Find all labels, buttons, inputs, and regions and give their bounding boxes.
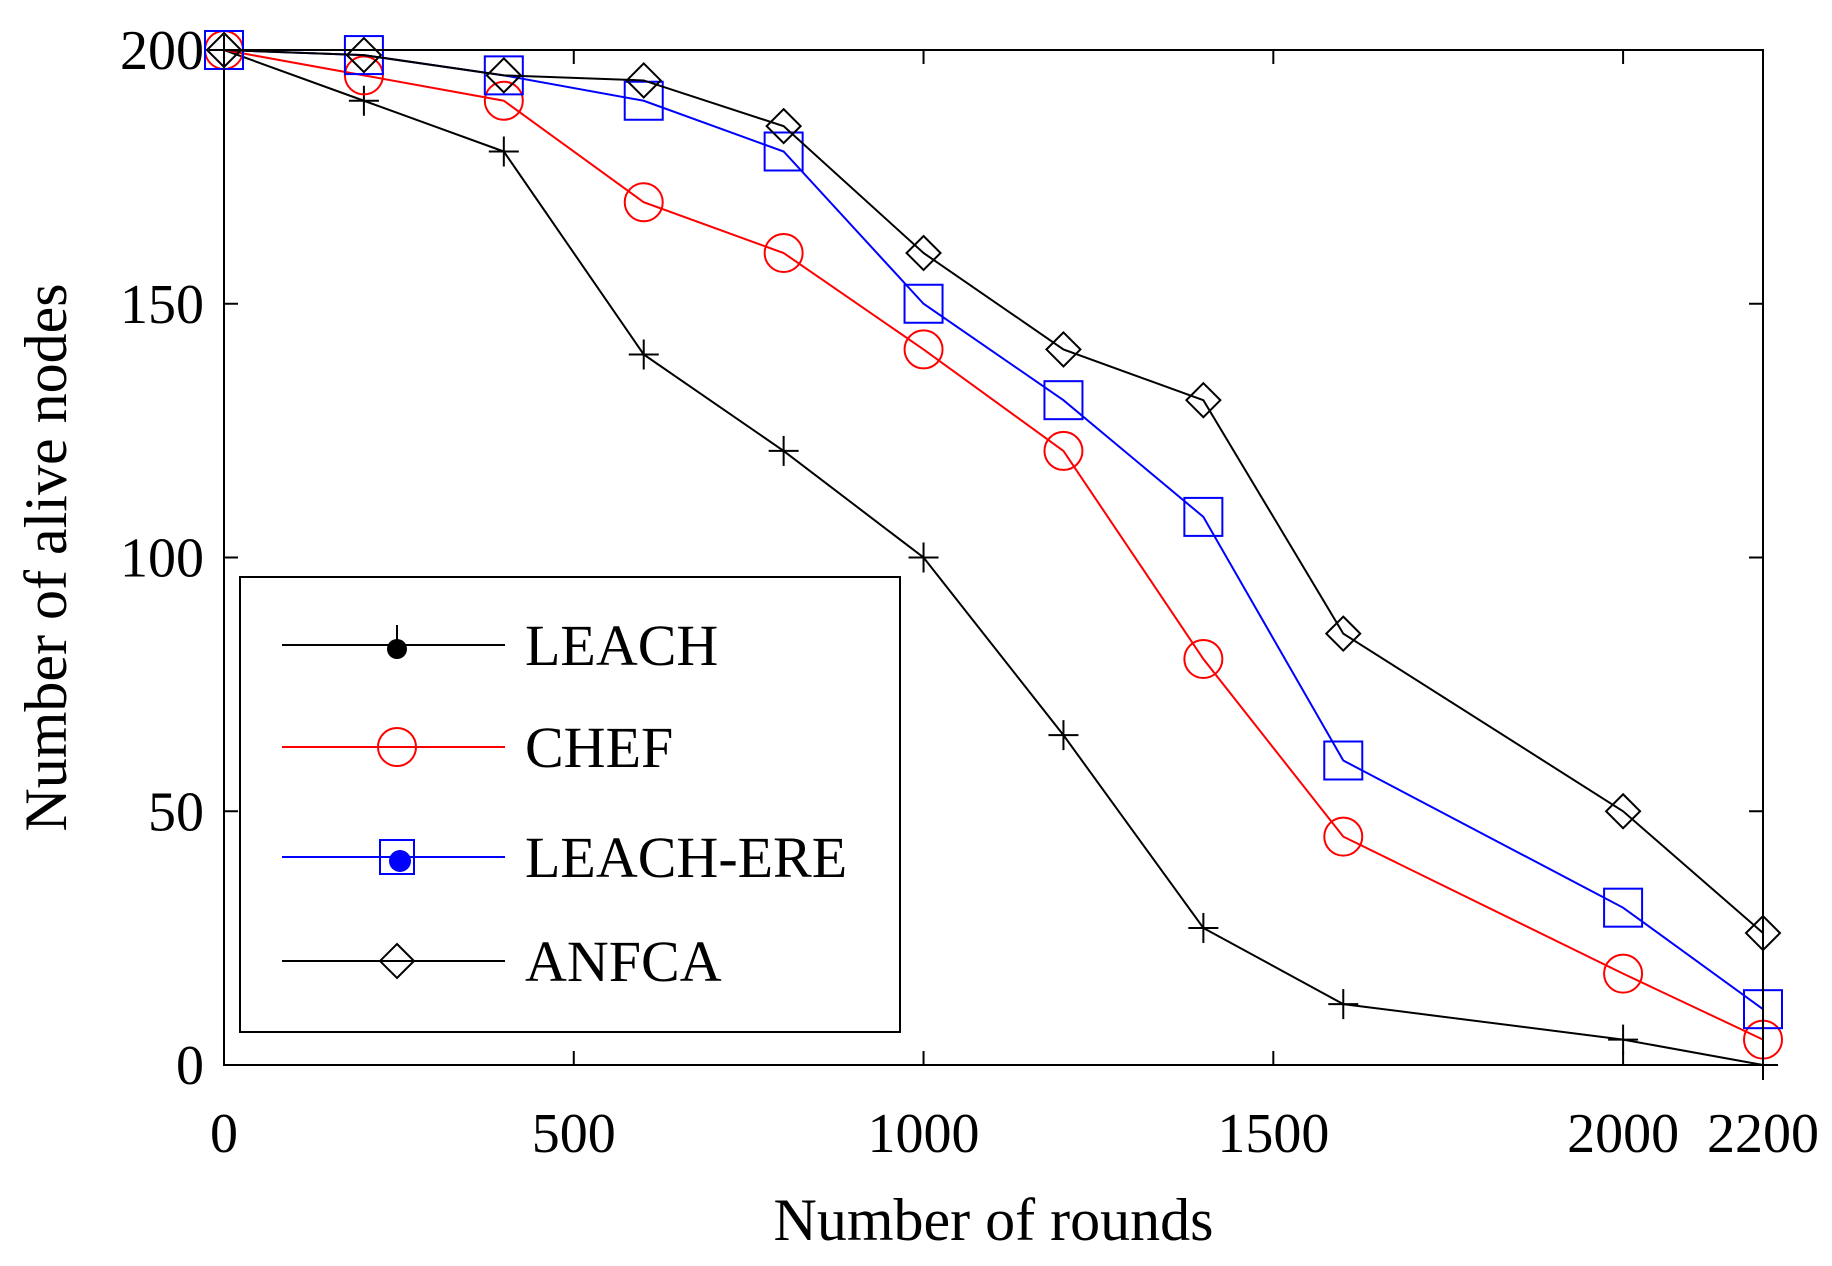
- axis-ticks: 0 500 1000 1500 2000 2200 0 50 100 150 200: [120, 20, 1819, 1165]
- legend-marker: [377, 727, 417, 767]
- data-point-anfca: [1604, 792, 1642, 830]
- data-point-leach: [628, 339, 659, 370]
- data-point-chef: [483, 80, 524, 121]
- data-point-anfca: [485, 56, 523, 94]
- x-axis-title: Number of rounds: [774, 1187, 1214, 1253]
- data-point-chef: [1603, 953, 1644, 994]
- data-point-leach: [1048, 720, 1079, 751]
- legend-item-chef: CHEF: [282, 715, 673, 780]
- legend-marker: [387, 625, 407, 659]
- data-point-anfca: [1184, 381, 1222, 419]
- data-point-leach-ere: [903, 283, 944, 324]
- legend-items: LEACH CHEF LEACH-ERE ANFCA: [282, 613, 847, 994]
- series-chef: [204, 30, 1783, 1060]
- legend-marker: [378, 942, 416, 980]
- data-point-chef: [343, 55, 384, 96]
- legend-label: LEACH: [525, 613, 718, 678]
- data-point-leach: [348, 85, 379, 116]
- data-point-leach: [1328, 989, 1359, 1020]
- series-line-anfca: [223, 49, 1764, 934]
- legend-item-leach-ere: LEACH-ERE: [282, 825, 847, 890]
- data-point-leach: [488, 136, 519, 167]
- data-point-chef: [1043, 430, 1084, 471]
- data-point-leach: [768, 435, 799, 466]
- data-point-leach-ere: [1043, 380, 1084, 421]
- data-point-anfca: [1324, 615, 1362, 653]
- y-axis-title: Number of alive nodes: [13, 283, 79, 831]
- data-point-leach-ere: [763, 131, 804, 172]
- x-tick-label: 1500: [1217, 1103, 1329, 1165]
- x-tick-label: 2200: [1707, 1103, 1819, 1165]
- legend-label: LEACH-ERE: [525, 825, 847, 890]
- data-point-chef: [623, 182, 664, 223]
- legend-label: CHEF: [525, 715, 673, 780]
- data-point-leach-ere: [1323, 740, 1364, 781]
- data-point-chef: [903, 329, 944, 370]
- data-point-leach-ere: [623, 80, 664, 121]
- legend-item-anfca: ANFCA: [282, 929, 722, 994]
- data-point-leach: [1608, 1024, 1639, 1055]
- x-tick-label: 1000: [868, 1103, 980, 1165]
- y-tick-label: 200: [120, 20, 204, 82]
- legend-label: ANFCA: [525, 929, 722, 994]
- y-tick-label: 100: [120, 528, 204, 590]
- legend-box: [239, 576, 901, 1033]
- data-point-leach: [908, 542, 939, 573]
- y-tick-label: 50: [148, 781, 204, 843]
- data-point-anfca: [765, 107, 803, 145]
- data-point-anfca: [905, 234, 942, 272]
- x-tick-label: 500: [532, 1103, 616, 1165]
- y-tick-label: 0: [176, 1035, 204, 1097]
- data-point-chef: [1183, 639, 1224, 679]
- data-point-anfca: [625, 62, 663, 99]
- data-point-anfca: [1045, 331, 1082, 368]
- x-tick-label: 2000: [1567, 1103, 1679, 1165]
- data-point-leach-ere: [1183, 496, 1224, 537]
- data-point-chef: [763, 233, 804, 273]
- legend: LEACH CHEF LEACH-ERE ANFCA: [239, 576, 901, 1033]
- data-point-chef: [1323, 816, 1364, 857]
- data-point-leach: [1188, 912, 1219, 943]
- legend-marker: [379, 839, 415, 875]
- data-point-leach-ere: [1603, 887, 1644, 928]
- legend-item-leach: LEACH: [282, 613, 718, 678]
- series-line-chef: [223, 49, 1764, 1041]
- x-tick-label: 0: [210, 1103, 238, 1165]
- y-tick-label: 150: [120, 274, 204, 336]
